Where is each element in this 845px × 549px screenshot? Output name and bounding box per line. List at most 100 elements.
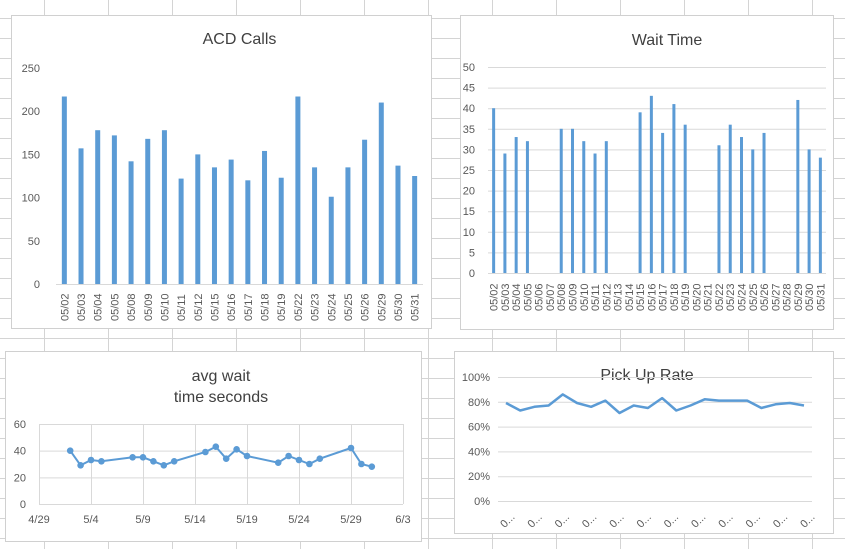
y-tick-label: 40%: [468, 446, 490, 458]
bar: [796, 99, 800, 274]
x-tick-label: 05/23: [310, 293, 322, 321]
x-tick-label: 05/07: [545, 283, 557, 311]
bar: [740, 137, 743, 273]
bar: [245, 180, 251, 284]
bar: [751, 149, 755, 273]
y-tick-label: 20: [463, 186, 475, 198]
series-line: [69, 445, 373, 468]
y-tick-label: 100: [22, 193, 40, 205]
bar: [818, 157, 822, 273]
bar: [762, 132, 766, 273]
bar: [61, 96, 67, 285]
y-tick-label: 20%: [468, 471, 490, 483]
bar: [362, 139, 368, 284]
x-tick-label: 05/12: [601, 283, 613, 311]
bar: [604, 141, 608, 273]
x-tick-label: 05/25: [343, 293, 355, 321]
bar: [395, 165, 401, 284]
bar: [525, 141, 529, 273]
x-tick-label: 05/15: [209, 293, 221, 321]
x-tick-label: 6/3: [395, 514, 410, 526]
x-tick-label: 0...: [798, 511, 817, 530]
x-tick-label: 05/16: [226, 293, 238, 321]
chart-title-line: avg wait: [192, 368, 251, 385]
x-tick-label: 05/08: [556, 283, 568, 311]
y-tick-label: 40: [463, 103, 475, 115]
x-tick-label: 05/30: [804, 283, 816, 311]
x-tick-label: 05/05: [109, 293, 121, 321]
x-tick-label: 5/24: [288, 514, 309, 526]
bar: [111, 135, 117, 284]
chart-title-line: time seconds: [174, 389, 268, 406]
x-tick-label: 05/25: [748, 283, 760, 311]
bar: [571, 128, 574, 273]
data-point: [306, 460, 313, 468]
data-point: [222, 455, 230, 462]
bar: [649, 95, 653, 273]
bar: [378, 102, 384, 284]
bar: [492, 108, 496, 273]
bar: [178, 178, 184, 284]
x-tick-label: 0...: [498, 511, 517, 530]
data-point: [233, 446, 240, 453]
bar: [661, 132, 665, 273]
bar: [345, 167, 351, 284]
data-point: [77, 462, 84, 469]
data-point: [347, 444, 355, 452]
x-tick-label: 5/29: [340, 514, 361, 526]
series-line: [505, 393, 805, 415]
x-tick-label: 05/09: [568, 283, 580, 311]
y-tick-label: 200: [22, 106, 40, 118]
x-tick-label: 05/14: [624, 283, 636, 311]
y-tick-label: 0: [469, 268, 475, 280]
y-tick-label: 50: [28, 236, 40, 248]
x-tick-label: 0...: [580, 511, 599, 530]
x-tick-label: 05/22: [293, 293, 305, 321]
y-tick-label: 35: [463, 124, 475, 136]
bar: [514, 137, 518, 273]
x-tick-label: 0...: [744, 511, 763, 530]
avg-wait-chart[interactable]: avg wait time seconds 0 20 40 60 4/29 5/4 5/9 5/1…: [5, 351, 422, 542]
acd-calls-chart[interactable]: ACD Calls 0 50 100 150 200 250 05/02 05/03 05/04 0…: [11, 15, 432, 329]
x-tick-label: 05/02: [489, 283, 501, 311]
data-point: [66, 447, 74, 454]
x-tick-label: 05/06: [534, 283, 546, 311]
x-tick-label: 05/04: [511, 283, 523, 311]
x-tick-label: 5/19: [236, 514, 257, 526]
x-tick-label: 5/9: [135, 514, 150, 526]
y-tick-label: 60: [14, 419, 26, 431]
x-tick-label: 05/20: [691, 283, 703, 311]
y-tick-label: 40: [14, 446, 26, 458]
data-point: [368, 463, 376, 470]
chart-title: Wait Time: [632, 32, 703, 49]
data-point: [243, 452, 251, 460]
bar: [295, 96, 301, 285]
bar: [638, 112, 642, 273]
wait-time-chart[interactable]: Wait Time 0 5 10 15 20 25 30 35 40 45 50 05/02 05/03 0…: [460, 15, 834, 330]
x-tick-label: 05/09: [143, 293, 155, 321]
y-tick-label: 100%: [462, 372, 490, 384]
y-tick-label: 150: [22, 149, 40, 161]
data-point: [170, 458, 178, 465]
data-point: [202, 448, 209, 456]
x-tick-label: 05/24: [737, 283, 749, 311]
y-tick-label: 0%: [474, 496, 490, 508]
x-tick-label: 05/31: [410, 293, 422, 321]
bar: [211, 167, 217, 284]
x-tick-label: 05/24: [326, 293, 338, 321]
y-tick-label: 50: [463, 62, 475, 74]
x-tick-label: 05/05: [522, 283, 534, 311]
data-point: [285, 452, 292, 460]
y-tick-label: 15: [463, 206, 475, 218]
x-tick-label: 5/4: [83, 514, 98, 526]
x-tick-label: 05/26: [360, 293, 372, 321]
bar: [95, 130, 101, 284]
x-tick-label: 05/11: [176, 294, 188, 321]
bar: [195, 154, 201, 284]
pick-up-rate-chart[interactable]: Pick Up Rate 0% 20% 40% 60% 80% 100% 0... 0... 0.…: [454, 351, 834, 534]
x-tick-label: 4/29: [28, 514, 49, 526]
chart-title: ACD Calls: [203, 31, 277, 48]
data-point: [160, 462, 168, 469]
data-point: [274, 459, 282, 466]
avg-wait-svg: avg wait time seconds 0 20 40 60 4/29 5/4 5/9 5/1…: [14, 368, 411, 526]
